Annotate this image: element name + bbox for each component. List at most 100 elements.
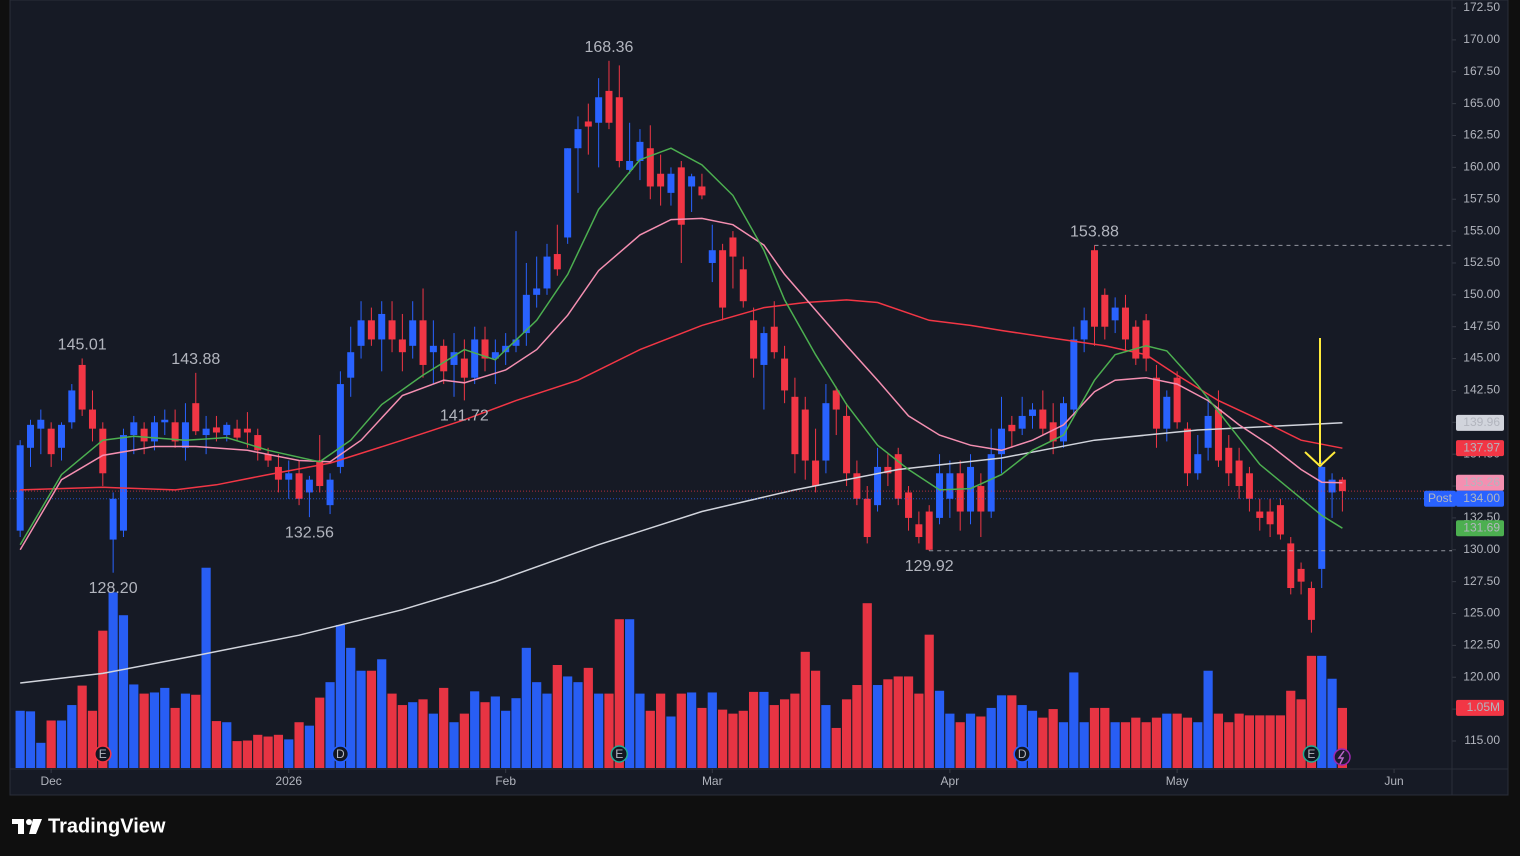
volume-bar	[439, 687, 449, 768]
arrow	[1304, 338, 1336, 468]
volume-bar	[1089, 707, 1100, 768]
candle-body	[1101, 294, 1109, 327]
volume-bar	[418, 699, 428, 768]
volume-bar	[862, 603, 872, 768]
volume-bar	[480, 702, 490, 768]
x-tick-label: Mar	[702, 774, 723, 788]
candle-body	[812, 460, 820, 487]
y-tick-label: 155.00	[1463, 223, 1500, 237]
candle-body	[936, 473, 944, 518]
ma-value-label: 139.96	[1463, 415, 1500, 429]
volume-bar	[56, 720, 67, 768]
candle-body	[708, 250, 716, 263]
candle-body	[285, 473, 293, 480]
candle-body	[57, 424, 65, 448]
volume-bar	[924, 634, 934, 768]
volume-bar	[232, 741, 242, 768]
volume-bar	[170, 707, 180, 768]
volume-bar	[573, 682, 583, 768]
volume-bar	[1317, 655, 1327, 768]
volume-bar	[883, 679, 893, 768]
y-tick-label: 162.50	[1463, 128, 1500, 142]
candle-body	[264, 454, 272, 461]
candle-body	[161, 419, 169, 423]
ma-value-label: 135.26	[1463, 475, 1500, 489]
candle-body	[471, 339, 479, 378]
candle-body	[378, 313, 386, 340]
volume-bar	[666, 716, 676, 768]
candle-body	[925, 511, 933, 550]
ma-value-box	[1456, 414, 1504, 431]
candle-body	[460, 358, 468, 378]
candle-body	[1287, 543, 1295, 589]
volume-bar	[470, 691, 480, 768]
ma-value-box	[1456, 474, 1504, 491]
candle-body	[843, 415, 851, 474]
volume-bar	[841, 699, 852, 768]
candle-body	[853, 473, 861, 499]
volume-bar	[1120, 722, 1131, 768]
candle-body	[26, 424, 34, 448]
candle-body	[409, 320, 417, 346]
volume-bar	[1286, 690, 1296, 768]
candle-body	[946, 473, 954, 499]
plot: 172.50 170.00 167.50 165.00 162.50 160.00 157.…	[10, 0, 1504, 795]
volume-bar	[986, 707, 996, 768]
candle-body	[874, 466, 882, 506]
volume-bar	[552, 665, 562, 768]
volume-bar	[800, 651, 810, 768]
candle-body	[677, 167, 685, 225]
candle-body	[750, 320, 758, 359]
candle-body	[667, 173, 675, 193]
candle-body	[243, 428, 251, 433]
candle-body	[37, 419, 45, 429]
candle-body	[657, 173, 665, 187]
candle-body	[801, 409, 809, 461]
lightning-icon	[1337, 750, 1345, 765]
candle-body	[1059, 403, 1067, 442]
y-tick-label: 122.50	[1463, 638, 1500, 652]
candle-body	[336, 384, 344, 467]
volume-bar	[346, 647, 356, 768]
x-tick-label: Jun	[1384, 774, 1403, 788]
volume-bar	[87, 710, 98, 768]
volume-bar	[428, 713, 438, 768]
volume-bar	[934, 690, 945, 768]
candle-body	[1080, 320, 1088, 340]
y-tick-label: 167.50	[1463, 64, 1500, 78]
y-tick-label: 120.00	[1463, 669, 1500, 683]
candle-body	[450, 352, 458, 365]
volume-bar	[945, 713, 955, 768]
candle-body	[398, 339, 406, 353]
volume-bar	[1079, 722, 1089, 768]
price-annotation: 143.88	[171, 351, 220, 368]
candle-body	[305, 479, 313, 493]
volume-bar	[583, 667, 593, 768]
candle-body	[698, 186, 706, 196]
post-tag: Post	[1428, 491, 1453, 505]
volume-bar	[1275, 715, 1286, 768]
candle-body	[1132, 326, 1140, 359]
volume-bar	[242, 740, 253, 768]
volume-bar	[294, 722, 304, 768]
candle-body	[626, 160, 634, 170]
price-annotation: 168.36	[585, 39, 634, 56]
candle-body	[905, 492, 913, 518]
price-annotation: 141.72	[440, 408, 489, 425]
candle-body	[915, 524, 923, 538]
candle-body	[863, 498, 871, 538]
y-tick-label: 157.50	[1463, 191, 1500, 205]
volume-bar	[1007, 695, 1017, 768]
candle-body	[739, 269, 747, 302]
candle-body	[584, 121, 592, 127]
candle-body	[429, 345, 437, 353]
candle-body	[615, 97, 623, 161]
volume-bar	[1337, 707, 1348, 768]
y-tick-label: 125.00	[1463, 606, 1500, 620]
y-tick-label: 115.00	[1464, 733, 1500, 747]
volume-bar	[1038, 717, 1048, 768]
volume-bar	[1162, 713, 1172, 768]
candle-body	[140, 428, 148, 442]
candle-body	[977, 486, 985, 512]
event-label: E	[615, 747, 623, 761]
